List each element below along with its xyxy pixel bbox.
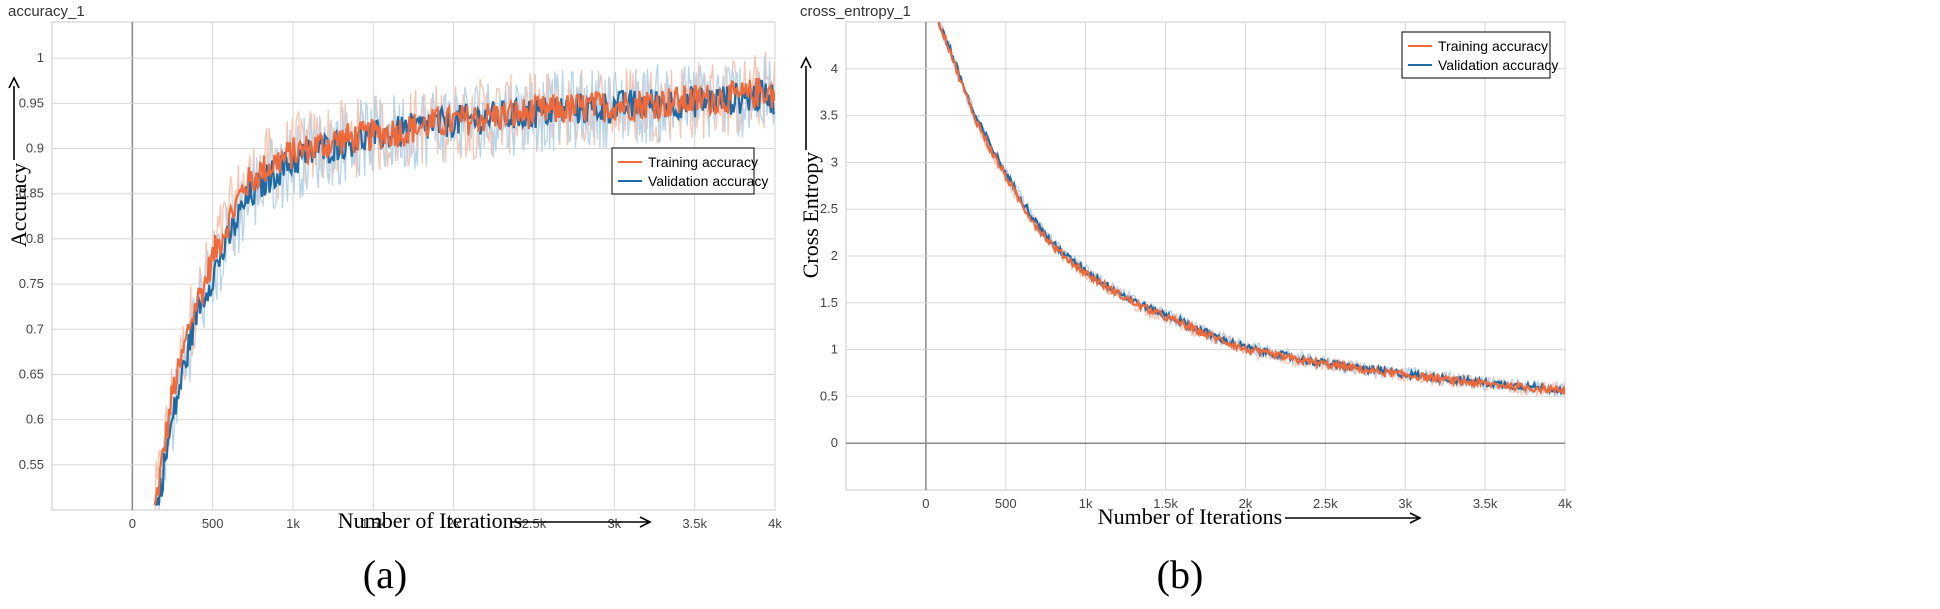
legend-label-validation: Validation accuracy <box>1438 57 1558 73</box>
legend-box <box>611 147 755 195</box>
y-tick-label: 2 <box>831 248 838 263</box>
y-tick-label: 0.6 <box>26 412 44 427</box>
series-line-training <box>937 22 1565 396</box>
legend: Training accuracy Validation accuracy <box>1401 31 1558 79</box>
y-tick-label: 0.75 <box>19 276 44 291</box>
x-tick-label: 1.5k <box>361 516 386 531</box>
x-tick-label: 2k <box>447 516 461 531</box>
series-group <box>153 51 775 510</box>
x-tick-label: 3k <box>607 516 621 531</box>
panel-label: (b) <box>1157 552 1204 597</box>
x-tick-label: 3k <box>1398 496 1412 511</box>
chart-title: accuracy_1 <box>8 3 85 20</box>
chart-title: cross_entropy_1 <box>800 3 911 20</box>
y-axis-label: Accuracy <box>6 163 31 247</box>
series-end-point <box>771 93 775 102</box>
y-tick-label: 3.5 <box>820 108 838 123</box>
x-axis-label: Number of Iterations <box>1098 504 1283 529</box>
y-tick-label: 0 <box>831 435 838 450</box>
x-tick-label: 500 <box>202 516 224 531</box>
y-tick-label: 0.95 <box>19 95 44 110</box>
legend-label-training: Training accuracy <box>1438 38 1548 54</box>
x-tick-label: 4k <box>1558 496 1572 511</box>
x-tick-label: 0 <box>129 516 136 531</box>
y-tick-label: 0.7 <box>26 321 44 336</box>
legend-box <box>1401 31 1551 79</box>
y-axis-label: Cross Entropy <box>798 152 823 279</box>
x-tick-label: 0 <box>922 496 929 511</box>
x-tick-label: 2k <box>1239 496 1253 511</box>
x-axis-label: Number of Iterations <box>338 508 523 533</box>
x-tick-label: 500 <box>995 496 1017 511</box>
x-tick-label: 1.5k <box>1153 496 1178 511</box>
y-tick-label: 1 <box>37 50 44 65</box>
y-tick-label: 1.5 <box>820 295 838 310</box>
y-tick-label: 0.65 <box>19 366 44 381</box>
x-axis-arrowhead <box>639 516 652 528</box>
panel-label: (a) <box>363 552 407 597</box>
legend-label-training: Training accuracy <box>648 154 758 170</box>
y-tick-label: 0.85 <box>19 186 44 201</box>
x-axis-arrowhead <box>1409 512 1422 524</box>
y-tick-label: 2.5 <box>820 201 838 216</box>
legend-label-validation: Validation accuracy <box>648 173 768 189</box>
x-tick-label: 1k <box>286 516 300 531</box>
y-tick-label: 0.8 <box>26 231 44 246</box>
y-tick-label: 4 <box>831 61 838 76</box>
x-tick-label: 2.5k <box>1313 496 1338 511</box>
y-tick-label: 0.9 <box>26 141 44 156</box>
y-tick-label: 0.55 <box>19 457 44 472</box>
y-axis-arrowhead <box>8 76 20 89</box>
y-axis-arrowhead <box>800 56 812 69</box>
x-tick-label: 3.5k <box>1473 496 1498 511</box>
panel-b: cross_entropy_1 0 500 1k 1.5k 2k 2.5k 3k 3.5k 4k 0… <box>798 3 1572 597</box>
series-group <box>937 22 1565 397</box>
y-tick-label: 1 <box>831 342 838 357</box>
x-tick-label: 2.5k <box>522 516 547 531</box>
x-tick-label: 4k <box>768 516 782 531</box>
series-line-raw-training <box>154 51 775 510</box>
series-end-point <box>1561 386 1565 395</box>
x-tick-label: 3.5k <box>682 516 707 531</box>
x-tick-label: 1k <box>1079 496 1093 511</box>
y-tick-label: 3 <box>831 154 838 169</box>
panel-a: accuracy_1 0 500 1k 1.5k 2k 2.5k 3k 3.5k 4k 0.55 0.… <box>6 3 782 597</box>
legend: Training accuracy Validation accuracy <box>611 147 768 195</box>
series-line-training <box>153 77 775 506</box>
y-tick-label: 0.5 <box>820 388 838 403</box>
